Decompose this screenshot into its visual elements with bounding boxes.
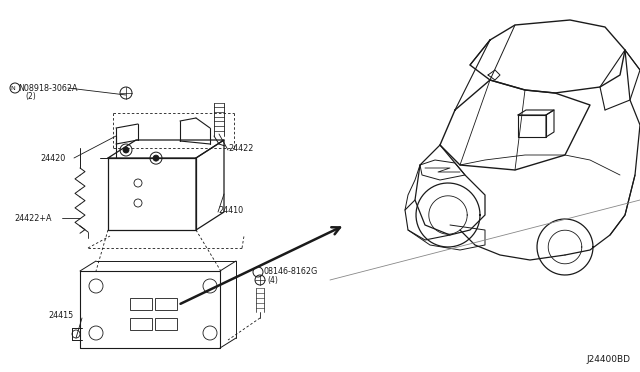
Text: 24410: 24410: [218, 205, 243, 215]
Text: (2): (2): [25, 92, 36, 100]
Bar: [130, 318, 152, 330]
Text: (4): (4): [267, 276, 278, 285]
Text: 24420: 24420: [40, 154, 65, 163]
Text: 08146-8162G: 08146-8162G: [264, 267, 318, 276]
Text: 24422: 24422: [228, 144, 253, 153]
Bar: [155, 298, 177, 310]
Text: N08918-3062A: N08918-3062A: [18, 83, 77, 93]
Text: N: N: [11, 86, 15, 90]
Circle shape: [123, 147, 129, 153]
Bar: [130, 298, 152, 310]
Bar: [155, 318, 177, 330]
Text: J24400BD: J24400BD: [586, 356, 630, 365]
Circle shape: [153, 155, 159, 161]
Text: 24415: 24415: [48, 311, 73, 320]
Text: 24422+A: 24422+A: [14, 214, 51, 222]
